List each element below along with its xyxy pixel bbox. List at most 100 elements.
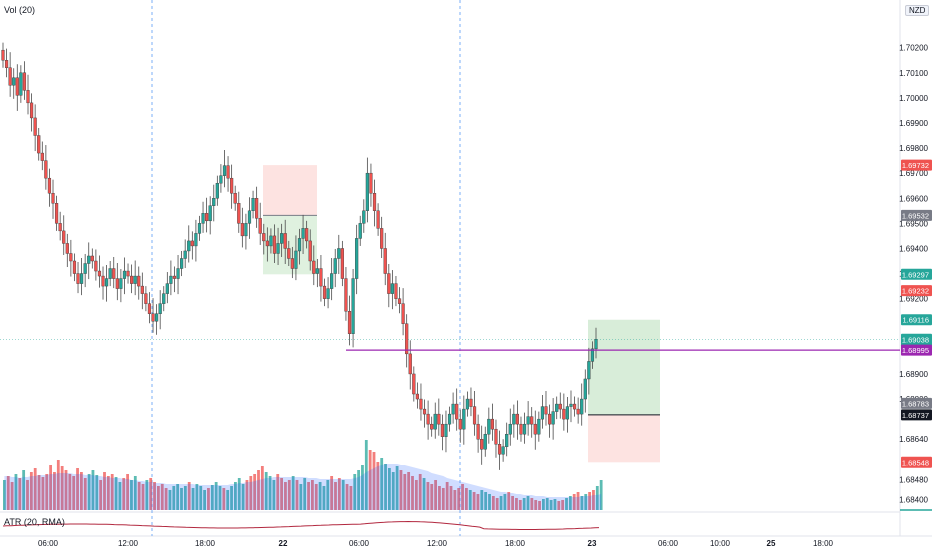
- volume-bar: [534, 500, 538, 510]
- price-label-box: [901, 456, 932, 468]
- candle-body: [469, 398, 473, 407]
- volume-bars: [3, 440, 603, 510]
- candle-body: [226, 165, 230, 179]
- volume-bar: [41, 477, 45, 510]
- price-tick-label: 1.69500: [899, 219, 928, 228]
- candle-body: [126, 270, 130, 277]
- price-label-text: 1.68783: [902, 399, 929, 408]
- price-tick-label: 1.69800: [899, 144, 928, 153]
- candle-body: [369, 172, 373, 194]
- volume-bar: [565, 498, 568, 510]
- candle-body: [451, 403, 455, 415]
- volume-bar: [422, 478, 426, 510]
- volume-bar: [361, 465, 364, 510]
- price-label-text: 1.69297: [902, 270, 929, 279]
- candle-body: [290, 258, 294, 269]
- price-label-text: 1.69732: [902, 161, 929, 170]
- volume-bar: [542, 499, 545, 510]
- price-tick-label: 1.70100: [899, 69, 928, 78]
- volume-bar: [468, 490, 472, 510]
- volume-bar: [22, 470, 26, 510]
- volume-bar: [234, 482, 237, 510]
- stop-zone-short: [263, 165, 317, 216]
- volume-bar: [372, 452, 376, 510]
- volume-bar: [499, 496, 503, 510]
- volume-bar: [272, 480, 276, 510]
- candle-body: [140, 285, 144, 294]
- volume-bar: [103, 472, 106, 510]
- volume-bar: [453, 490, 457, 510]
- candle-body: [576, 408, 580, 415]
- candle-body: [112, 268, 116, 279]
- candles: [1, 42, 598, 470]
- candle-body: [355, 238, 359, 279]
- vol-indicator-label[interactable]: Vol (20): [4, 5, 36, 15]
- candle-body: [280, 233, 284, 244]
- candle-body: [147, 303, 152, 314]
- candle-body: [172, 275, 177, 279]
- price-label-box: [901, 397, 932, 409]
- volume-bar: [133, 476, 137, 510]
- price-label-text: 1.69116: [902, 316, 929, 325]
- candle-body: [465, 398, 469, 410]
- volume-bar: [418, 474, 422, 510]
- volume-bar: [345, 484, 349, 510]
- volume-bar: [441, 488, 445, 510]
- volume-bar: [295, 480, 299, 510]
- atr-indicator-label[interactable]: ATR (20, RMA): [4, 517, 65, 527]
- candle-body: [79, 273, 84, 284]
- time-tick-label: 18:00: [505, 539, 526, 548]
- volume-bar: [226, 490, 230, 510]
- candle-body: [587, 361, 591, 380]
- volume-bar: [376, 462, 380, 510]
- volume-bar: [592, 490, 595, 510]
- volume-bar: [349, 486, 353, 510]
- candle-body: [297, 238, 302, 252]
- volume-bar: [284, 482, 287, 510]
- candle-body: [162, 293, 166, 304]
- candle-body: [455, 403, 459, 420]
- volume-bar: [218, 486, 222, 510]
- volume-bar: [588, 492, 591, 510]
- candle-body: [294, 250, 298, 269]
- volume-bar: [33, 468, 37, 510]
- volume-bar: [334, 482, 337, 510]
- price-label-box: [901, 314, 932, 326]
- candle-body: [237, 203, 241, 224]
- candle-body: [415, 393, 419, 400]
- volume-bar: [26, 480, 29, 510]
- volume-bar: [183, 486, 187, 510]
- candle-body: [569, 403, 573, 407]
- candle-body: [537, 418, 541, 435]
- price-label-text: 1.69532: [902, 211, 929, 220]
- candle-body: [244, 223, 248, 237]
- candle-body: [151, 313, 155, 322]
- volume-bar: [245, 480, 249, 510]
- volume-bar: [37, 475, 41, 510]
- candle-body: [54, 203, 59, 224]
- volume-bar: [561, 500, 565, 510]
- price-tick-label: 1.68900: [899, 370, 928, 379]
- volume-bar: [357, 470, 360, 510]
- candle-body: [115, 278, 119, 289]
- volume-bar: [110, 474, 114, 510]
- candle-body: [580, 398, 584, 415]
- volume-bar: [330, 476, 334, 510]
- volume-bar: [465, 488, 468, 510]
- candle-body: [437, 413, 441, 425]
- candle-body: [390, 283, 394, 294]
- price-label-text: 1.68548: [902, 458, 929, 467]
- candle-body: [144, 293, 148, 304]
- volume-bar: [407, 472, 411, 510]
- candle-body: [251, 198, 255, 212]
- atr-line: [2, 520, 600, 530]
- price-label-box: [901, 344, 932, 356]
- candle-body: [15, 77, 19, 96]
- candle-body: [94, 260, 98, 272]
- volume-bar: [491, 496, 495, 510]
- price-tick-label: 1.69900: [899, 119, 928, 128]
- volume-bar: [106, 476, 110, 510]
